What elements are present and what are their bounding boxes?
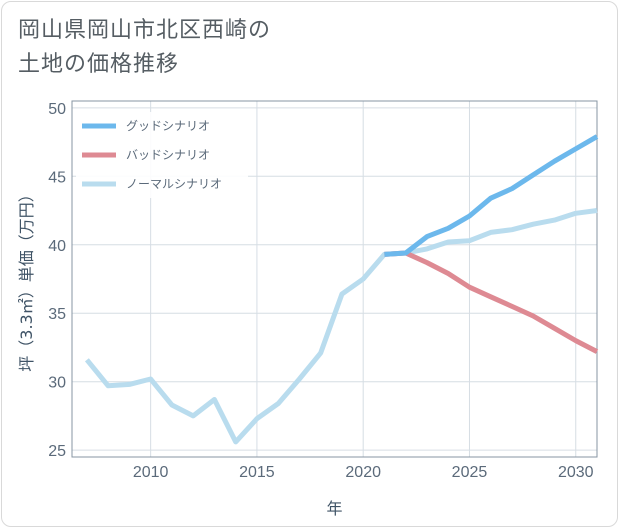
legend-label: バッドシナリオ: [126, 148, 210, 162]
x-tick-label: 2010: [133, 464, 169, 481]
series-line-3: [84, 208, 598, 445]
legend-label: グッドシナリオ: [126, 119, 210, 133]
x-tick-label: 2030: [558, 464, 594, 481]
title-line-2: 土地の価格推移: [18, 52, 180, 77]
y-tick-label: 45: [48, 169, 66, 186]
chart-title: 岡山県岡山市北区西崎の 土地の価格推移: [18, 14, 348, 82]
x-tick-label: 2015: [239, 464, 275, 481]
x-tick-label: 2025: [452, 464, 488, 481]
y-tick-label: 35: [48, 306, 66, 323]
series-line-2: [384, 250, 599, 354]
plot-frame: [71, 100, 598, 458]
y-tick-label: 50: [48, 101, 66, 118]
series-line-1: [384, 134, 599, 257]
y-tick-label: 25: [48, 443, 66, 460]
series-lines: [84, 134, 599, 445]
title-line-1: 岡山県岡山市北区西崎の: [18, 18, 272, 43]
legend-label: ノーマルシナリオ: [126, 177, 222, 191]
y-tick-label: 40: [48, 238, 66, 255]
y-axis-title: 坪（3.3㎡）単価（万円）: [17, 186, 36, 371]
x-tick-label: 2020: [345, 464, 381, 481]
y-tick-label: 30: [48, 375, 66, 392]
tick-labels: 2010 2015 2020 2025 2030 25 30 35 40 45 50: [48, 101, 593, 481]
x-axis-title: 年: [326, 499, 342, 518]
